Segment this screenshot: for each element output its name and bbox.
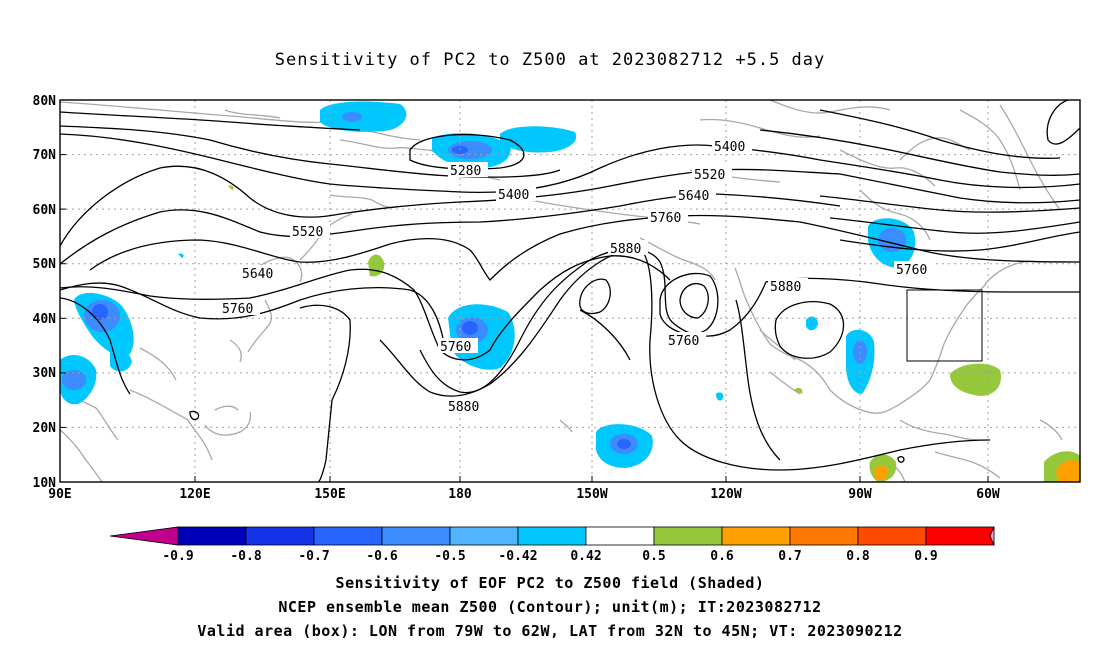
graticule <box>60 100 1080 482</box>
colorbar-swatch <box>449 526 519 546</box>
axis-ticks <box>59 99 989 483</box>
colorbar-swatch <box>857 526 927 546</box>
colorbar-swatch <box>245 526 315 546</box>
lon-label: 60W <box>976 487 1000 502</box>
footer-line-1: Sensitivity of EOF PC2 to Z500 field (Sh… <box>335 574 765 592</box>
lat-label: 50N <box>33 257 57 272</box>
lat-label: 60N <box>33 203 57 218</box>
contour-label-5760: 5760 <box>440 340 471 355</box>
contour-label-5520: 5520 <box>694 168 725 183</box>
lon-label: 120E <box>179 487 210 502</box>
colorbar-swatch <box>313 526 383 546</box>
valid-area-box <box>906 289 983 362</box>
contour-label-5880: 5880 <box>610 242 641 257</box>
footer-line-3: Valid area (box): LON from 79W to 62W, L… <box>197 622 903 640</box>
lon-label: 180 <box>448 487 472 502</box>
lon-label: 90E <box>48 487 71 502</box>
colorbar-swatch <box>721 526 791 546</box>
contour-label-5760: 5760 <box>650 211 681 226</box>
colorbar-tick-label: 0.9 <box>914 549 937 564</box>
lat-label: 40N <box>33 312 57 327</box>
colorbar-tick-label: -0.5 <box>434 549 465 564</box>
lon-label: 150W <box>576 487 607 502</box>
colorbar-tick-label: 0.8 <box>846 549 870 564</box>
contour-label-5760: 5760 <box>896 263 927 278</box>
colorbar-swatch <box>653 526 723 546</box>
contour-label-5520: 5520 <box>292 225 323 240</box>
lat-label: 20N <box>33 421 57 436</box>
colorbar-tick-label: -0.7 <box>298 549 329 564</box>
colorbar-swatch <box>517 526 587 546</box>
colorbar-tick-label: 0.7 <box>778 549 801 564</box>
contour-label-5400: 5400 <box>498 188 529 203</box>
lat-label: 10N <box>33 476 57 491</box>
footer-line-2: NCEP ensemble mean Z500 (Contour); unit(… <box>278 598 822 616</box>
plot-area <box>60 100 1080 482</box>
colorbar-swatch <box>789 526 859 546</box>
colorbar <box>109 526 995 546</box>
lon-label: 150E <box>314 487 345 502</box>
contour-label-5640: 5640 <box>678 189 709 204</box>
colorbar-tick-label: -0.42 <box>498 549 537 564</box>
lon-label: 90W <box>848 487 872 502</box>
map-title: Sensitivity of PC2 to Z500 at 2023082712… <box>274 50 826 70</box>
pos-patch-kamchatka <box>368 254 385 277</box>
contour-label-5400: 5400 <box>714 140 745 155</box>
neg-patch-mid-asia <box>110 348 132 372</box>
contour-label-5880: 5880 <box>770 280 801 295</box>
colorbar-swatch <box>177 526 247 546</box>
colorbar-tick-label: -0.6 <box>366 549 397 564</box>
colorbar-tick-label: 0.6 <box>710 549 734 564</box>
longitude-labels: 90E 120E 150E 180 150W 120W 90W 60W <box>48 487 1000 502</box>
colorbar-arrow-low <box>109 526 179 546</box>
contour-label-5640: 5640 <box>242 267 273 282</box>
contour-label-5280: 5280 <box>450 164 481 179</box>
neg-patch-arctic <box>320 101 407 132</box>
colorbar-tick-label: -0.8 <box>230 549 261 564</box>
lat-label: 80N <box>33 94 57 109</box>
contour-labels: 5280 5400 5400 5520 5520 5640 5640 5760 … <box>220 138 934 415</box>
colorbar-swatch <box>925 526 995 546</box>
lat-label: 30N <box>33 366 57 381</box>
plot-frame <box>59 99 1081 483</box>
colorbar-arrow-high <box>989 526 995 546</box>
colorbar-tick-label: -0.9 <box>162 549 193 564</box>
colorbar-swatch <box>381 526 451 546</box>
colorbar-labels: -0.9 -0.8 -0.7 -0.6 -0.5 -0.42 0.42 0.5 0.6 0.7 0.… <box>162 549 937 564</box>
contour-label-5760: 5760 <box>222 302 253 317</box>
lon-label: 120W <box>710 487 741 502</box>
latitude-labels: 80N 70N 60N 50N 40N 30N 20N 10N <box>33 94 57 491</box>
lat-label: 70N <box>33 148 57 163</box>
colorbar-swatch <box>585 526 655 546</box>
contour-label-5880: 5880 <box>448 400 479 415</box>
colorbar-tick-label: 0.42 <box>570 549 601 564</box>
contour-label-5760: 5760 <box>668 334 699 349</box>
colorbar-tick-label: 0.5 <box>642 549 665 564</box>
